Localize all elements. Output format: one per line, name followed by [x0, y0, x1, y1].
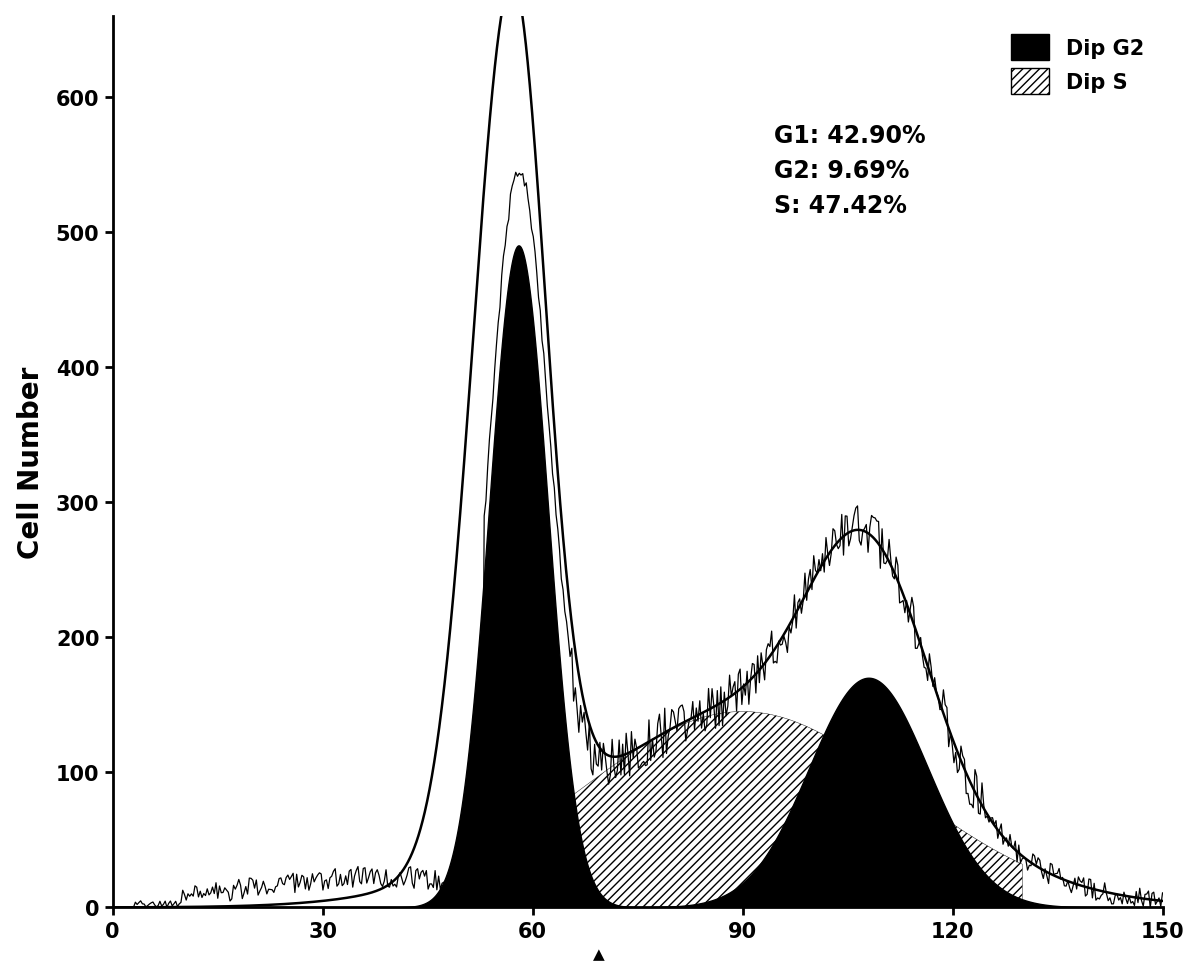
- Y-axis label: Cell Number: Cell Number: [17, 366, 44, 558]
- Text: G1: 42.90%
G2: 9.69%
S: 47.42%: G1: 42.90% G2: 9.69% S: 47.42%: [775, 123, 926, 218]
- Legend: Dip G2, Dip S: Dip G2, Dip S: [1003, 27, 1152, 103]
- Text: ▲: ▲: [593, 947, 605, 961]
